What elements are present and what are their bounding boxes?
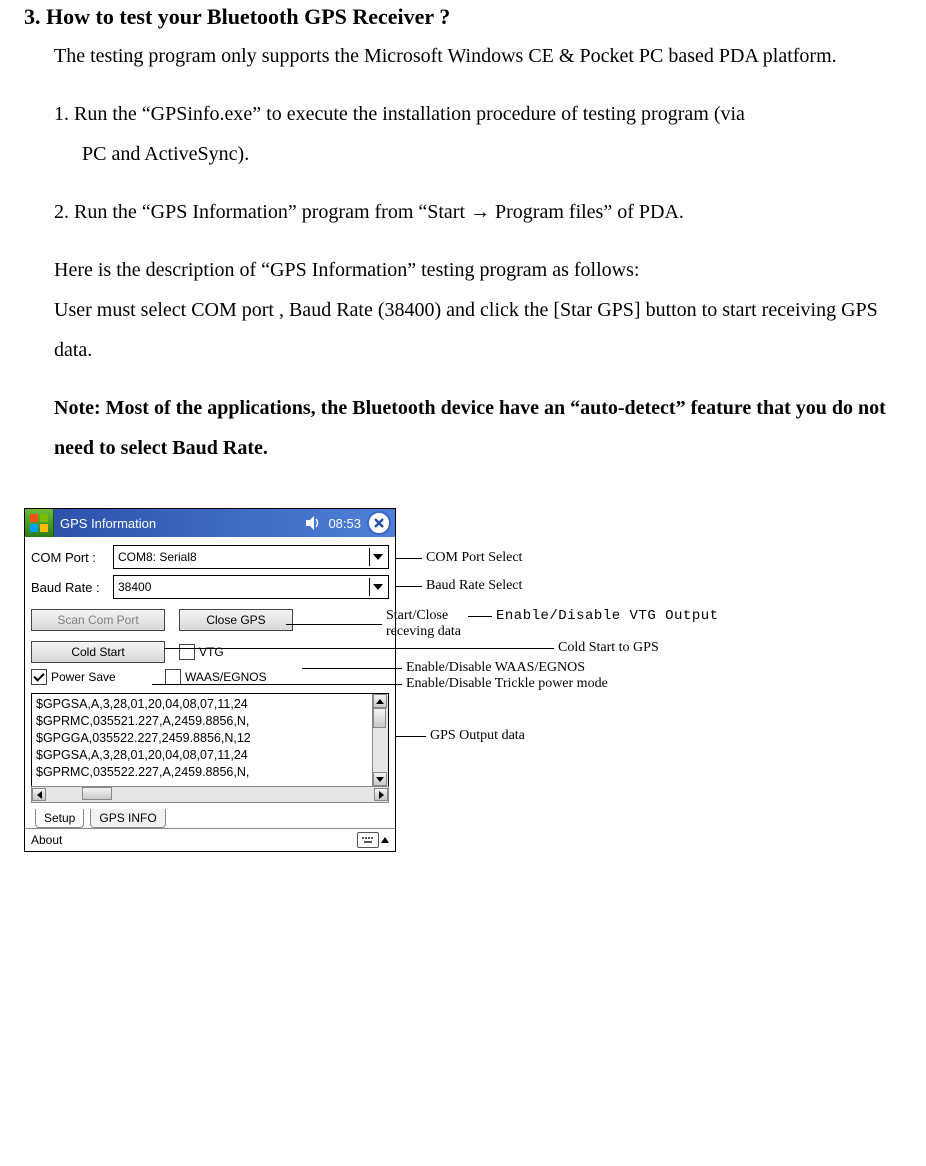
close-icon [373,517,385,529]
bottom-bar: About [25,828,395,851]
output-line: $GPGSA,A,3,28,01,20,04,08,07,11,24 [36,696,372,713]
scroll-thumb[interactable] [82,787,112,800]
com-port-value: COM8: Serial8 [118,550,197,564]
dropdown-arrow-icon [369,578,386,596]
scroll-thumb[interactable] [373,708,386,728]
com-port-select[interactable]: COM8: Serial8 [113,545,389,569]
anno-output: GPS Output data [426,728,525,744]
step-1-line1: 1. Run the “GPSinfo.exe” to execute the … [54,103,745,125]
power-save-checkbox[interactable]: Power Save [31,669,151,685]
gps-output-box: $GPGSA,A,3,28,01,20,04,08,07,11,24 $GPRM… [31,693,389,787]
output-line: $GPGSA,A,3,28,01,20,04,08,07,11,24 [36,747,372,764]
desc-line-2: User must select COM port , Baud Rate (3… [54,299,878,361]
anno-trickle: Enable/Disable Trickle power mode [402,676,608,692]
description-paragraph: Here is the description of “GPS Informat… [54,250,902,370]
volume-icon[interactable] [304,514,322,532]
step-2: 2. Run the “GPS Information” program fro… [54,192,902,232]
checkbox-icon [31,669,47,685]
cold-start-button[interactable]: Cold Start [31,641,165,663]
caret-up-icon [381,837,389,843]
close-gps-button[interactable]: Close GPS [179,609,293,631]
baud-rate-select[interactable]: 38400 [113,575,389,599]
anno-vtg: Enable/Disable VTG Output [492,608,719,624]
titlebar: GPS Information 08:53 [25,509,395,537]
intro-paragraph: The testing program only supports the Mi… [24,36,902,76]
scroll-up-button[interactable] [373,694,387,708]
tab-setup[interactable]: Setup [35,809,84,828]
output-line: $GPRMC,035522.227,A,2459.8856,N, [36,764,372,781]
sip-button[interactable] [357,832,389,848]
vertical-scrollbar[interactable] [372,694,388,786]
anno-baud-rate: Baud Rate Select [422,578,522,594]
anno-com-port: COM Port Select [422,550,522,566]
figure: GPS Information 08:53 COM Port : [24,508,784,852]
gps-output-lines: $GPGSA,A,3,28,01,20,04,08,07,11,24 $GPRM… [32,694,388,783]
close-button[interactable] [367,511,391,535]
desc-line-1: Here is the description of “GPS Informat… [54,259,639,281]
com-port-label: COM Port : [31,550,113,565]
step-1: 1. Run the “GPSinfo.exe” to execute the … [54,94,902,174]
output-line: $GPGGA,035522.227,2459.8856,N,12 [36,730,372,747]
anno-start-close: Start/Closereceving data [382,608,461,640]
output-line: $GPRMC,035521.227,A,2459.8856,N, [36,713,372,730]
scroll-left-button[interactable] [32,788,46,801]
power-save-label: Power Save [51,670,116,684]
windows-logo-icon [28,512,50,534]
tab-bar: Setup GPS INFO [31,809,389,828]
anno-waas: Enable/Disable WAAS/EGNOS [402,660,585,676]
step-1-line2: PC and ActiveSync). [54,134,902,174]
window-title: GPS Information [60,516,304,531]
scan-com-port-button[interactable]: Scan Com Port [31,609,165,631]
dropdown-arrow-icon [369,548,386,566]
baud-rate-value: 38400 [118,580,151,594]
horizontal-scrollbar[interactable] [31,786,389,803]
scroll-down-button[interactable] [373,772,387,786]
clock-time: 08:53 [328,516,361,531]
baud-rate-label: Baud Rate : [31,580,113,595]
about-link[interactable]: About [31,833,62,847]
note-paragraph: Note: Most of the applications, the Blue… [54,388,902,468]
anno-cold-start: Cold Start to GPS [554,640,659,656]
scroll-right-button[interactable] [374,788,388,801]
tab-gps-info[interactable]: GPS INFO [90,809,165,828]
section-title: 3. How to test your Bluetooth GPS Receiv… [24,4,902,30]
keyboard-icon [357,832,379,848]
start-menu-button[interactable] [25,509,54,537]
